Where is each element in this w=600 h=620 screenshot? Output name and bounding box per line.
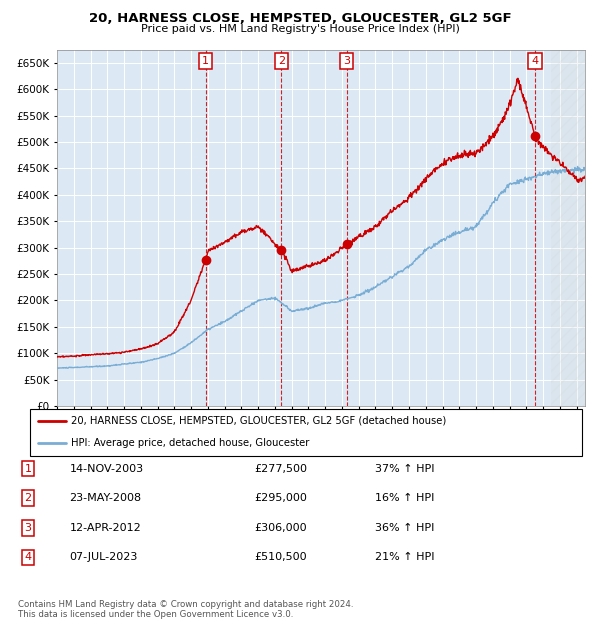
Text: 1: 1 (25, 464, 32, 474)
Text: Contains HM Land Registry data © Crown copyright and database right 2024.
This d: Contains HM Land Registry data © Crown c… (18, 600, 353, 619)
Text: 2: 2 (278, 56, 285, 66)
Text: HPI: Average price, detached house, Gloucester: HPI: Average price, detached house, Glou… (71, 438, 310, 448)
Text: 21% ↑ HPI: 21% ↑ HPI (375, 552, 434, 562)
FancyBboxPatch shape (30, 409, 582, 456)
Text: 14-NOV-2003: 14-NOV-2003 (70, 464, 144, 474)
Text: 2: 2 (25, 494, 32, 503)
Text: 20, HARNESS CLOSE, HEMPSTED, GLOUCESTER, GL2 5GF (detached house): 20, HARNESS CLOSE, HEMPSTED, GLOUCESTER,… (71, 416, 446, 426)
Text: 20, HARNESS CLOSE, HEMPSTED, GLOUCESTER, GL2 5GF: 20, HARNESS CLOSE, HEMPSTED, GLOUCESTER,… (89, 12, 511, 25)
Text: 4: 4 (532, 56, 539, 66)
Text: 36% ↑ HPI: 36% ↑ HPI (375, 523, 434, 533)
Text: £295,000: £295,000 (254, 494, 307, 503)
Text: £510,500: £510,500 (254, 552, 307, 562)
Text: £277,500: £277,500 (254, 464, 307, 474)
Text: 16% ↑ HPI: 16% ↑ HPI (375, 494, 434, 503)
Text: £306,000: £306,000 (254, 523, 307, 533)
Text: 37% ↑ HPI: 37% ↑ HPI (375, 464, 434, 474)
Text: 3: 3 (25, 523, 32, 533)
Text: 23-MAY-2008: 23-MAY-2008 (70, 494, 142, 503)
Text: 1: 1 (202, 56, 209, 66)
Text: 3: 3 (343, 56, 350, 66)
Text: Price paid vs. HM Land Registry's House Price Index (HPI): Price paid vs. HM Land Registry's House … (140, 24, 460, 33)
Text: 07-JUL-2023: 07-JUL-2023 (70, 552, 138, 562)
Text: 12-APR-2012: 12-APR-2012 (70, 523, 142, 533)
Text: 4: 4 (25, 552, 32, 562)
